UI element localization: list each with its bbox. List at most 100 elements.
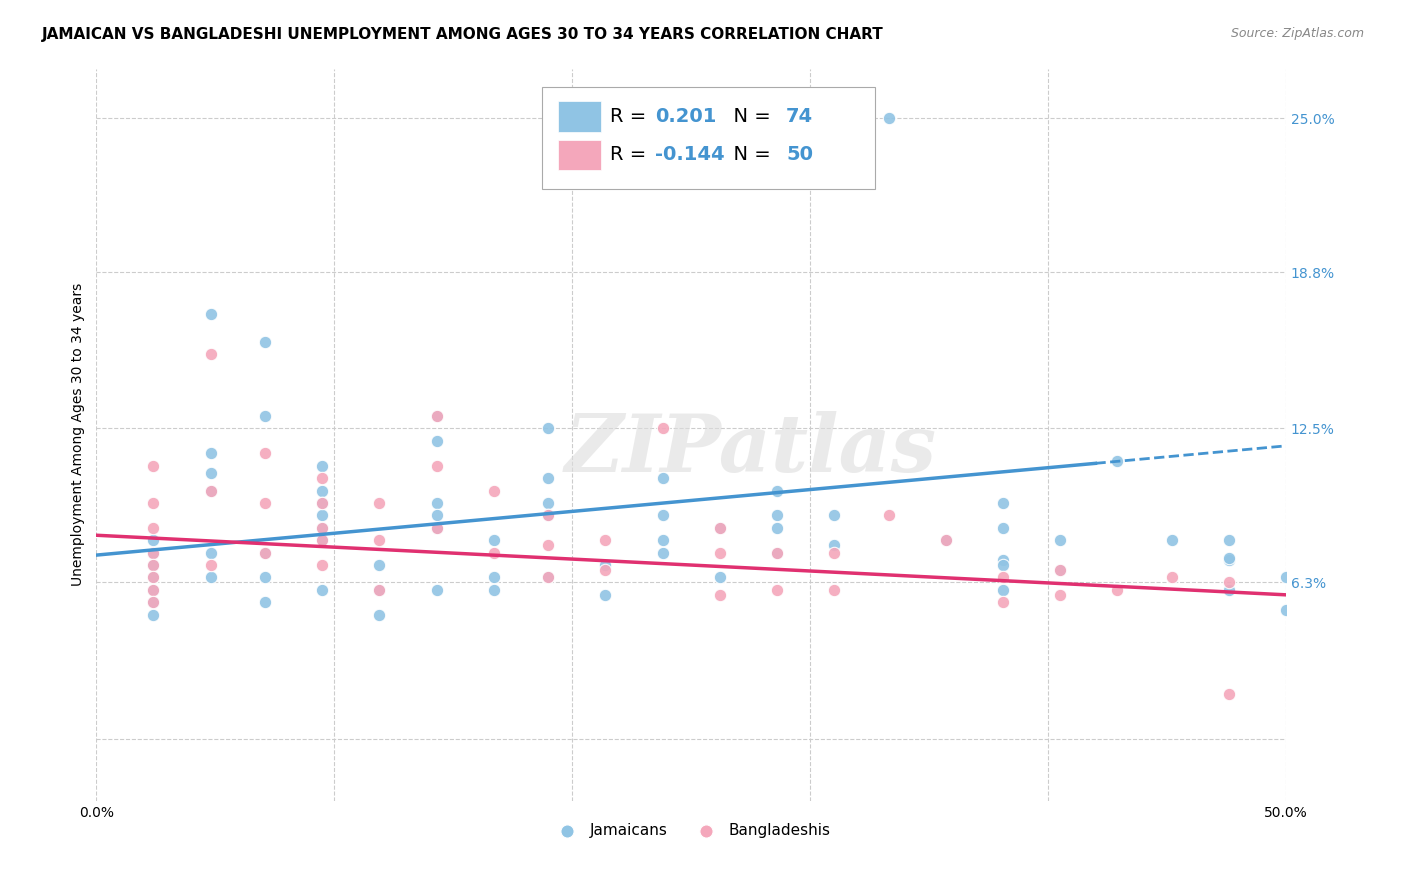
Point — [823, 508, 845, 523]
Point — [1049, 533, 1071, 548]
Point — [765, 508, 787, 523]
Text: 50: 50 — [786, 145, 813, 164]
Point — [311, 521, 333, 535]
Point — [254, 546, 277, 560]
Point — [425, 521, 447, 535]
Point — [368, 582, 391, 597]
Point — [709, 588, 731, 602]
Point — [991, 521, 1014, 535]
Text: N =: N = — [721, 145, 776, 164]
Point — [142, 595, 165, 609]
Point — [254, 570, 277, 584]
Point — [425, 496, 447, 510]
Point — [537, 421, 560, 435]
Point — [537, 570, 560, 584]
Point — [595, 533, 617, 548]
Point — [1274, 570, 1296, 584]
Point — [651, 421, 673, 435]
Point — [200, 558, 222, 572]
Point — [425, 508, 447, 523]
Point — [200, 546, 222, 560]
Point — [595, 563, 617, 577]
Point — [651, 471, 673, 485]
Point — [368, 533, 391, 548]
Point — [254, 546, 277, 560]
Point — [142, 607, 165, 622]
Point — [1218, 582, 1240, 597]
Point — [823, 582, 845, 597]
Point — [425, 409, 447, 423]
Point — [1218, 687, 1240, 701]
Point — [765, 582, 787, 597]
Point — [1160, 533, 1182, 548]
Point — [254, 446, 277, 460]
Point — [709, 521, 731, 535]
Point — [765, 546, 787, 560]
Point — [537, 508, 560, 523]
Text: JAMAICAN VS BANGLADESHI UNEMPLOYMENT AMONG AGES 30 TO 34 YEARS CORRELATION CHART: JAMAICAN VS BANGLADESHI UNEMPLOYMENT AMO… — [42, 27, 884, 42]
Point — [1049, 588, 1071, 602]
Point — [311, 533, 333, 548]
Point — [877, 111, 900, 125]
Point — [200, 483, 222, 498]
Text: 74: 74 — [786, 107, 813, 127]
Point — [425, 582, 447, 597]
Point — [425, 409, 447, 423]
Point — [482, 546, 505, 560]
Point — [368, 558, 391, 572]
Point — [709, 546, 731, 560]
Point — [823, 538, 845, 552]
Point — [709, 570, 731, 584]
Point — [1218, 550, 1240, 565]
Point — [142, 546, 165, 560]
Point — [1105, 582, 1128, 597]
Point — [311, 521, 333, 535]
Point — [991, 496, 1014, 510]
Point — [1218, 553, 1240, 567]
Point — [142, 558, 165, 572]
Point — [425, 434, 447, 448]
Point — [595, 588, 617, 602]
Point — [254, 409, 277, 423]
Text: R =: R = — [610, 107, 652, 127]
Point — [1218, 533, 1240, 548]
Point — [200, 347, 222, 361]
Point — [537, 538, 560, 552]
Point — [142, 533, 165, 548]
Point — [991, 553, 1014, 567]
Point — [595, 558, 617, 572]
Point — [537, 570, 560, 584]
Point — [823, 546, 845, 560]
Point — [425, 521, 447, 535]
Point — [765, 521, 787, 535]
Point — [1274, 603, 1296, 617]
Text: Source: ZipAtlas.com: Source: ZipAtlas.com — [1230, 27, 1364, 40]
Point — [1049, 563, 1071, 577]
Point — [142, 558, 165, 572]
Point — [482, 570, 505, 584]
Legend: Jamaicans, Bangladeshis: Jamaicans, Bangladeshis — [546, 817, 837, 845]
Point — [1105, 454, 1128, 468]
Point — [368, 607, 391, 622]
Point — [254, 334, 277, 349]
Point — [142, 595, 165, 609]
Text: ZIPatlas: ZIPatlas — [564, 410, 936, 488]
Point — [651, 546, 673, 560]
Point — [142, 521, 165, 535]
Point — [311, 582, 333, 597]
Point — [651, 508, 673, 523]
Point — [142, 582, 165, 597]
Point — [200, 446, 222, 460]
Point — [200, 307, 222, 321]
Point — [651, 533, 673, 548]
Point — [537, 496, 560, 510]
Text: N =: N = — [721, 107, 776, 127]
Point — [1049, 563, 1071, 577]
Text: 0.201: 0.201 — [655, 107, 717, 127]
Point — [537, 508, 560, 523]
Point — [991, 582, 1014, 597]
Text: -0.144: -0.144 — [655, 145, 725, 164]
Point — [200, 466, 222, 480]
Point — [709, 521, 731, 535]
Point — [482, 483, 505, 498]
